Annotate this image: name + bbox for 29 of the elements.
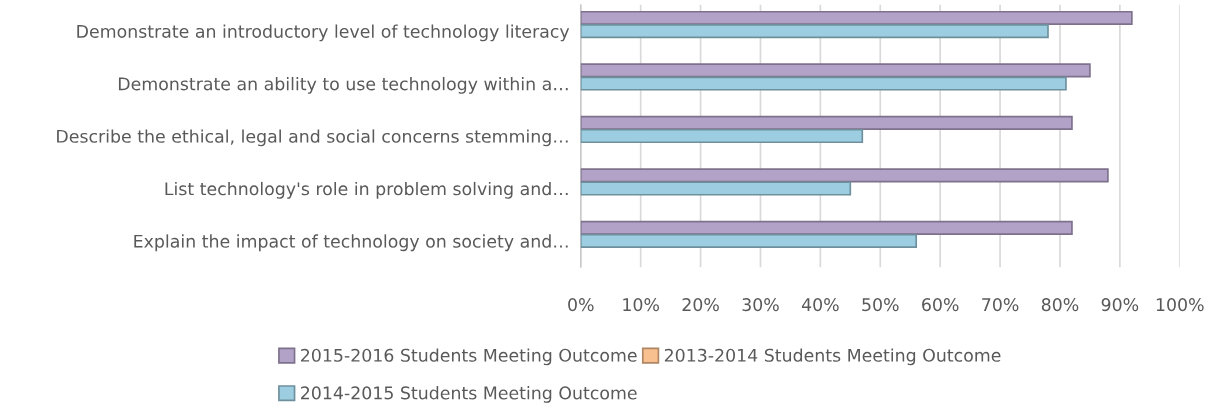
- legend-label: 2015-2016 Students Meeting Outcome: [301, 348, 637, 366]
- x-tick-label: 90%: [1101, 298, 1139, 312]
- x-tick-label: 30%: [742, 298, 779, 312]
- x-tick-label: 10%: [623, 298, 660, 312]
- bar: [580, 63, 1091, 78]
- y-tick-label: Explain the impact of technology on society and…: [134, 234, 568, 252]
- x-tick-label: 0%: [568, 298, 594, 312]
- bar: [580, 115, 1073, 130]
- x-tick-label: 20%: [682, 298, 719, 312]
- y-tick-label: List technology's role in problem solving and…: [165, 181, 568, 199]
- bar: [580, 24, 1049, 39]
- bar: [580, 128, 864, 144]
- x-tick-label: 60%: [922, 298, 959, 312]
- legend-label: 2013-2014 Students Meeting Outcome: [664, 348, 1001, 366]
- y-tick-label: Describe the ethical, legal and social concerns stemming…: [57, 129, 568, 147]
- x-tick-label: 40%: [801, 298, 839, 312]
- bar: [580, 168, 1109, 183]
- y-tick-label: Demonstrate an introductory level of technology literacy: [77, 24, 570, 42]
- bar: [580, 10, 1133, 26]
- bar: [580, 233, 918, 249]
- bar: [580, 76, 1067, 91]
- y-tick-label: Demonstrate an ability to use technology within a…: [118, 76, 568, 94]
- bar: [580, 220, 1073, 235]
- x-tick-label: 80%: [1041, 298, 1079, 312]
- x-tick-label: 70%: [982, 298, 1019, 312]
- bar: [580, 181, 852, 196]
- legend-label: 2014-2015 Students Meeting Outcome: [301, 386, 637, 403]
- x-tick-label: 50%: [862, 298, 899, 312]
- x-tick-label: 100%: [1156, 298, 1204, 312]
